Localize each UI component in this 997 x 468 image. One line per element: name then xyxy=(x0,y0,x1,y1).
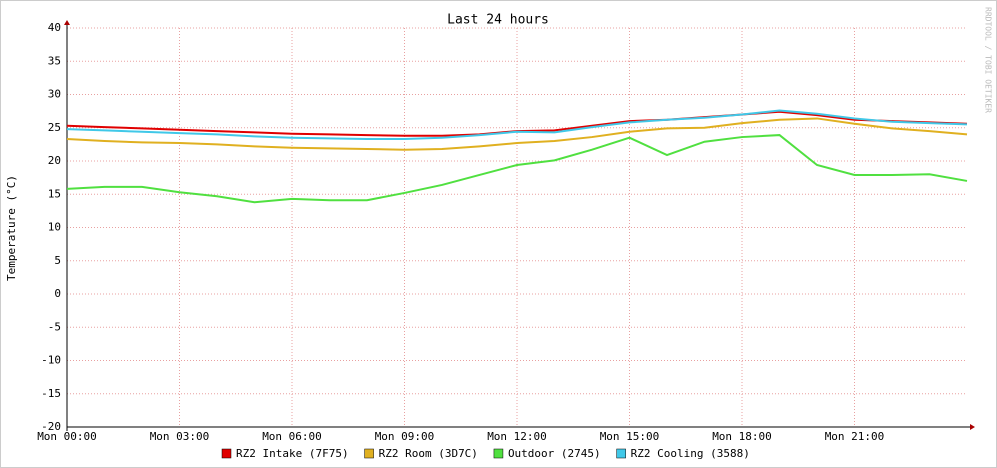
legend-swatch xyxy=(493,448,504,459)
legend-label: RZ2 Cooling (3588) xyxy=(631,447,750,460)
axis-arrow xyxy=(64,20,70,25)
y-tick-label: 20 xyxy=(48,154,61,167)
legend-swatch xyxy=(221,448,232,459)
x-tick-label: Mon 12:00 xyxy=(487,430,547,443)
y-tick-label: -15 xyxy=(41,387,61,400)
y-tick-label: 40 xyxy=(48,21,61,34)
series-line xyxy=(66,109,968,141)
legend-label: RZ2 Intake (7F75) xyxy=(236,447,349,460)
legend-label: Outdoor (2745) xyxy=(508,447,601,460)
y-axis-label: Temperature (°C) xyxy=(5,175,18,281)
x-tick-label: Mon 18:00 xyxy=(712,430,772,443)
chart-title: Last 24 hours xyxy=(447,13,549,28)
watermark: RRDTOOL / TOBI OETIKER xyxy=(984,7,993,113)
x-tick-label: Mon 09:00 xyxy=(375,430,435,443)
x-tick-label: Mon 21:00 xyxy=(825,430,885,443)
y-tick-label: 5 xyxy=(54,254,61,267)
y-tick-label: -10 xyxy=(41,354,61,367)
x-tick-label: Mon 15:00 xyxy=(600,430,660,443)
y-tick-label: 0 xyxy=(54,287,61,300)
x-tick-label: Mon 00:00 xyxy=(37,430,97,443)
legend-swatch xyxy=(364,448,374,459)
y-tick-label: 30 xyxy=(48,88,61,101)
series-line xyxy=(66,134,968,204)
x-tick-label: Mon 06:00 xyxy=(262,430,322,443)
y-tick-label: -5 xyxy=(48,320,61,333)
y-tick-label: 15 xyxy=(48,187,61,200)
legend-label: RZ2 Room (3D7C) xyxy=(379,447,478,460)
axis-arrow xyxy=(970,424,975,430)
y-tick-label: 25 xyxy=(48,121,61,134)
y-tick-label: 35 xyxy=(48,54,61,67)
x-tick-label: Mon 03:00 xyxy=(150,430,210,443)
legend-swatch xyxy=(616,448,626,459)
y-tick-label: -20 xyxy=(41,420,61,433)
y-tick-label: 10 xyxy=(48,221,61,234)
series-line xyxy=(66,117,968,151)
